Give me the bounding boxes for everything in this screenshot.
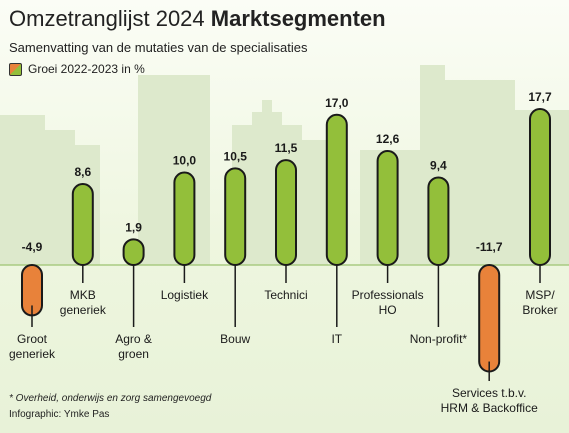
category-label-9: Services t.b.v. HRM & Backoffice: [441, 386, 538, 415]
bar-8: [427, 176, 450, 266]
category-label-0: Groot generiek: [9, 332, 56, 361]
bar-10: [529, 107, 551, 266]
legend: Groei 2022-2023 in %: [9, 62, 145, 76]
category-label-1: MKB generiek: [60, 288, 107, 317]
footnote: * Overheid, onderwijs en zorg samengevoe…: [9, 393, 212, 404]
legend-swatch-icon: [9, 62, 22, 76]
category-label-8: Non-profit*: [410, 332, 468, 346]
value-label-4: 10,5: [224, 149, 248, 163]
value-label-10: 17,7: [528, 90, 552, 104]
value-label-1: 8,6: [74, 165, 91, 179]
value-label-6: 17,0: [325, 96, 349, 110]
bar-1: [71, 183, 94, 266]
chart-title-light: Omzetranglijst 2024: [9, 6, 205, 31]
category-label-7: Professionals HO: [352, 288, 424, 317]
bar-3: [173, 171, 196, 266]
value-label-8: 9,4: [430, 158, 447, 172]
value-label-5: 11,5: [275, 141, 298, 155]
category-label-4: Bouw: [220, 332, 250, 346]
category-label-3: Logistiek: [161, 288, 209, 302]
chart-title-bold: Marktsegmenten: [210, 6, 386, 31]
value-label-2: 1,9: [125, 220, 142, 234]
bar-2: [122, 238, 145, 266]
chart-subtitle: Samenvatting van de mutaties van de spec…: [9, 40, 308, 55]
value-label-7: 12,6: [376, 132, 400, 146]
bar-4: [224, 167, 247, 266]
bar-5: [275, 159, 297, 266]
bar-7: [376, 150, 399, 266]
credit: Infographic: Ymke Pas: [9, 409, 110, 420]
bar-6: [325, 113, 348, 266]
value-label-9: -11,7: [476, 240, 503, 254]
category-label-10: MSP/Broker: [522, 288, 557, 317]
category-label-2: Agro & groen: [115, 332, 152, 361]
chart-title: Omzetranglijst 2024 Marktsegmenten: [9, 6, 386, 32]
legend-label: Groei 2022-2023 in %: [28, 62, 145, 76]
value-label-3: 10,0: [173, 154, 197, 168]
category-label-6: IT: [331, 332, 342, 346]
value-label-0: -4,9: [22, 240, 43, 254]
bar-9: [478, 264, 501, 373]
category-label-5: Technici: [264, 288, 307, 302]
